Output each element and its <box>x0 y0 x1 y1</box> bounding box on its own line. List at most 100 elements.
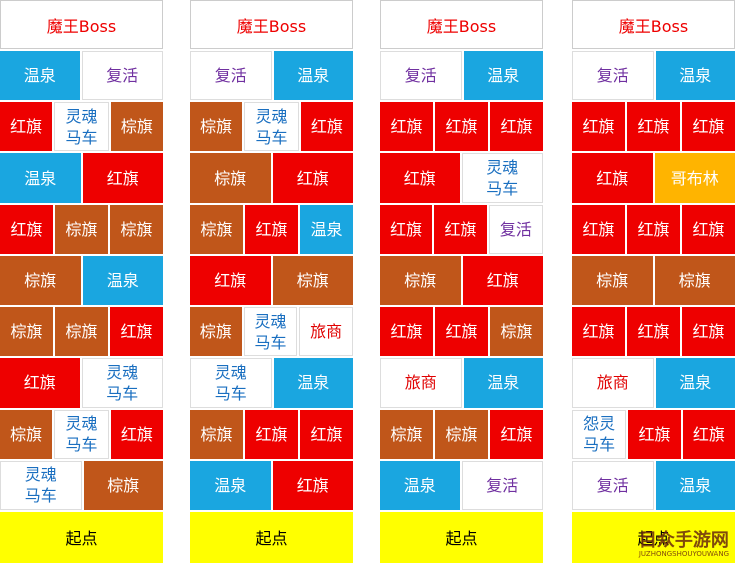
map-cell: 温泉 <box>273 51 353 101</box>
map-cell: 棕旗 <box>0 255 81 306</box>
cell-label: 红旗 <box>390 322 423 342</box>
map-row: 红旗 红旗 复活 <box>380 204 543 254</box>
cell-label: 棕旗 <box>500 322 533 342</box>
map-row: 温泉 复活 <box>0 51 163 101</box>
map-cell: 红旗 <box>110 307 163 357</box>
map-row: 灵魂 马车 棕旗 <box>0 460 163 510</box>
cell-label: 红旗 <box>500 424 533 444</box>
cell-label: 红旗 <box>692 424 725 444</box>
map-row: 复活 温泉 <box>572 460 735 510</box>
map-cell: 棕旗 <box>0 307 53 357</box>
map-cell: 红旗 <box>572 102 625 152</box>
map-row: 红旗 灵魂 马车 <box>0 358 163 408</box>
map-cell: 棕旗 <box>654 255 735 306</box>
map-row: 温泉 红旗 <box>0 153 163 203</box>
map-cell: 旅商 <box>572 358 654 408</box>
boss-cell: 魔王Boss <box>0 0 163 49</box>
cell-label: 棕旗 <box>120 117 153 137</box>
map-row: 红旗 红旗 红旗 <box>380 102 543 152</box>
map-cell: 复活 <box>190 51 272 101</box>
map-cell: 红旗 <box>628 409 681 459</box>
map-cell: 红旗 <box>682 409 735 459</box>
cell-label: 棕旗 <box>678 270 711 290</box>
cell-label: 灵魂 <box>254 311 287 331</box>
cell-label: 温泉 <box>487 66 520 86</box>
cell-label: 红旗 <box>596 168 629 188</box>
cell-label: 温泉 <box>679 373 712 393</box>
map-cell: 怨灵 马车 <box>572 409 627 459</box>
map-cell: 红旗 <box>110 409 163 459</box>
map-cell: 复活 <box>572 460 654 510</box>
cell-label: 棕旗 <box>596 270 629 290</box>
map-cell: 红旗 <box>245 204 298 254</box>
map-row: 红旗 棕旗 <box>190 255 353 306</box>
map-cell: 复活 <box>461 460 543 510</box>
map-row: 灵魂 马车 温泉 <box>190 358 353 408</box>
cell-label: 复活 <box>486 475 519 495</box>
map-cell: 红旗 <box>490 102 543 152</box>
cell-label: 红旗 <box>106 168 139 188</box>
map-cell: 棕旗 <box>0 409 53 459</box>
cell-label: 灵魂 <box>106 362 139 382</box>
cell-label: 马车 <box>214 383 247 403</box>
map-column: 魔王Boss 复活 温泉 红旗 红旗 红旗 红旗 哥布林 红旗 红旗 红旗 棕旗 棕旗 红旗 红旗 红旗 旅商温… <box>572 0 735 563</box>
map-cell: 复活 <box>380 51 462 101</box>
map-cell: 温泉 <box>655 358 735 408</box>
cell-label: 温泉 <box>297 373 330 393</box>
map-cell: 温泉 <box>0 153 81 203</box>
map-cell: 红旗 <box>627 307 680 357</box>
map-row: 棕旗 温泉 <box>0 255 163 306</box>
boss-cell: 魔王Boss <box>380 0 543 49</box>
cell-label: 旅商 <box>404 373 437 393</box>
boss-cell: 魔王Boss <box>190 0 353 49</box>
cell-label: 温泉 <box>24 168 57 188</box>
map-cell: 红旗 <box>245 409 298 459</box>
cell-label: 温泉 <box>106 270 139 290</box>
cell-label: 旅商 <box>596 373 629 393</box>
cell-label: 红旗 <box>444 219 477 239</box>
map-cell: 棕旗 <box>83 460 163 510</box>
cell-label: 复活 <box>106 66 139 86</box>
map-cell: 红旗 <box>380 307 433 357</box>
map-cell: 红旗 <box>0 358 80 408</box>
cell-label: 棕旗 <box>390 424 423 444</box>
cell-label: 红旗 <box>120 424 153 444</box>
map-cell: 棕旗 <box>110 204 163 254</box>
map-cell: 棕旗 <box>572 255 653 306</box>
cell-label: 红旗 <box>296 168 329 188</box>
map-row: 怨灵 马车 红旗 红旗 <box>572 409 735 459</box>
cell-label: 棕旗 <box>296 270 329 290</box>
cell-label: 红旗 <box>637 322 670 342</box>
cell-label: 棕旗 <box>214 168 247 188</box>
start-cell: 起点 <box>190 511 353 563</box>
watermark-text: 目众手游网 <box>638 530 729 551</box>
map-row: 红旗 红旗 红旗 <box>572 204 735 254</box>
map-row: 棕旗 灵魂 马车 红旗 <box>0 409 163 459</box>
map-row: 棕旗 灵魂 马车 红旗 <box>190 102 353 152</box>
cell-label: 棕旗 <box>200 219 233 239</box>
map-cell: 红旗 <box>380 204 433 254</box>
map-cell: 棕旗 <box>490 307 543 357</box>
cell-label: 马车 <box>254 332 287 352</box>
map-cell: 棕旗 <box>190 307 242 357</box>
map-cell: 棕旗 <box>435 409 488 459</box>
cell-label: 温泉 <box>403 475 436 495</box>
cell-label: 红旗 <box>637 117 670 137</box>
map-cell: 复活 <box>488 204 543 254</box>
map-cell: 温泉 <box>655 460 735 510</box>
map-cell: 灵魂 马车 <box>243 307 298 357</box>
map-cell: 红旗 <box>380 102 433 152</box>
cell-label: 温泉 <box>487 373 520 393</box>
map-cell: 红旗 <box>682 102 735 152</box>
map-row: 温泉 红旗 <box>190 460 353 510</box>
boss-cell: 魔王Boss <box>572 0 735 49</box>
cell-label: 棕旗 <box>199 322 232 342</box>
map-cell: 温泉 <box>273 358 353 408</box>
cell-label: 灵魂 <box>486 158 519 178</box>
map-cell: 红旗 <box>300 102 353 152</box>
cell-label: 马车 <box>486 179 519 199</box>
map-column: 魔王Boss 复活 温泉 棕旗 灵魂 马车 红旗 棕旗 红旗 棕旗 红旗 温泉 红旗 棕旗 棕旗 灵魂 马车 旅商… <box>190 0 354 563</box>
cell-label: 复活 <box>596 66 629 86</box>
cell-label: 怨灵 <box>583 414 616 434</box>
